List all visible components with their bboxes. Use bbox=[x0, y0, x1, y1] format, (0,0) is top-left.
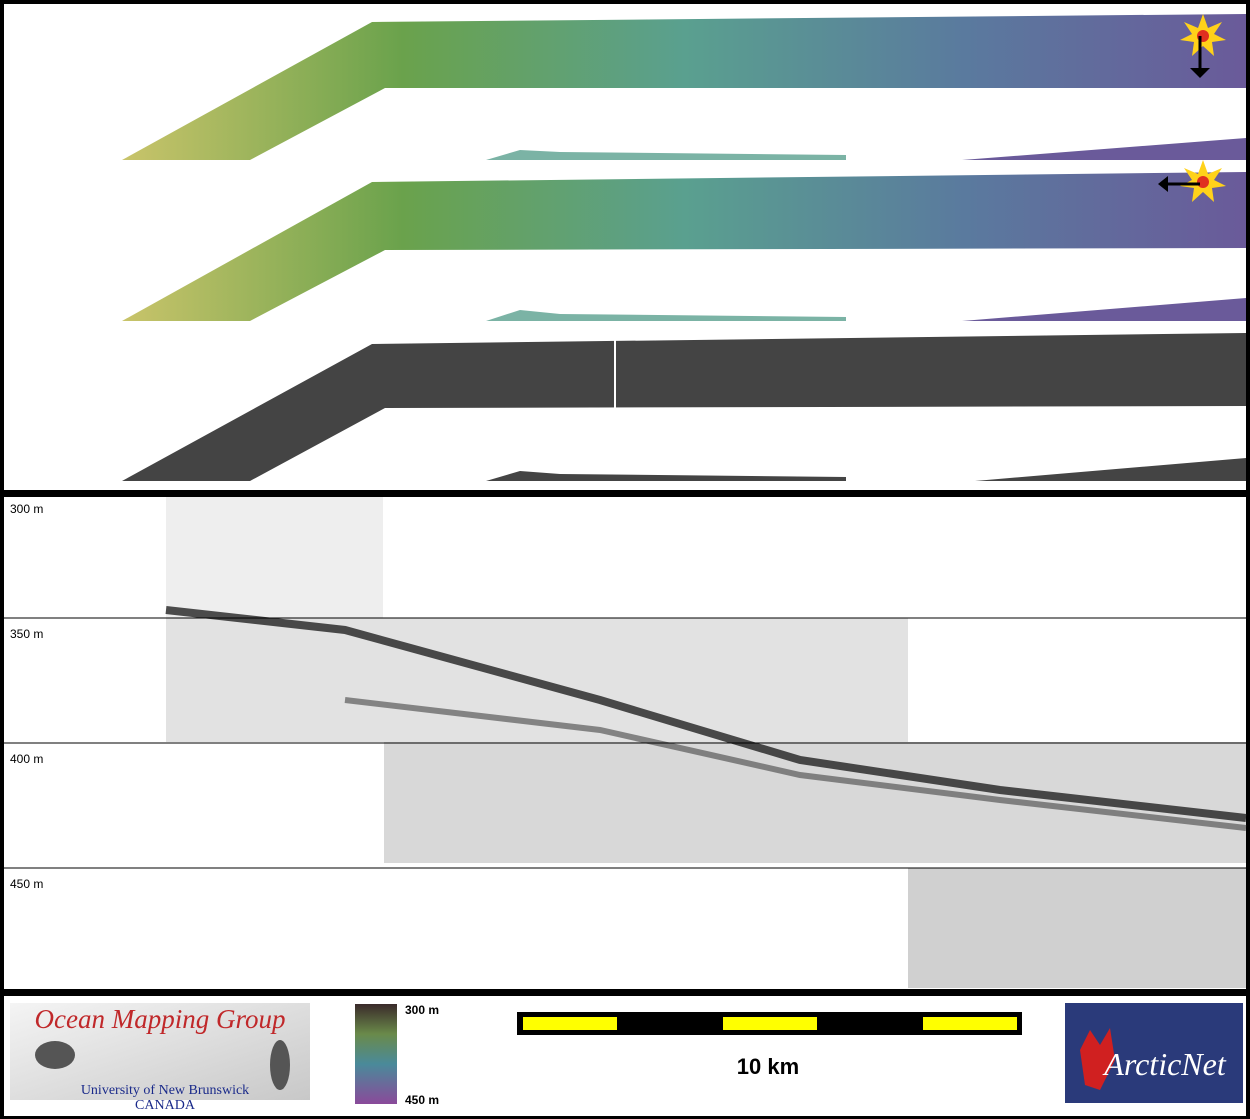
swath-fragment bbox=[975, 458, 1246, 481]
seafloor-reflector bbox=[165, 606, 1247, 822]
subsurface-reflector bbox=[344, 697, 1247, 831]
sun-icon bbox=[1180, 14, 1226, 78]
logo-country: CANADA bbox=[135, 1098, 196, 1113]
swath-fragment bbox=[962, 138, 1246, 160]
swath-fragment bbox=[962, 298, 1246, 321]
swath-bathymetry bbox=[122, 14, 1246, 160]
scale-bar-label: 10 km bbox=[737, 1054, 799, 1079]
swath-fragment bbox=[486, 471, 846, 481]
color-scale-bottom: 450 m bbox=[405, 1093, 439, 1107]
scale-bar bbox=[517, 1012, 1022, 1035]
logo-image bbox=[270, 1040, 290, 1090]
swath-bathymetry bbox=[122, 172, 1246, 321]
depth-label: 450 m bbox=[10, 877, 43, 891]
profile-segment bbox=[908, 868, 1246, 988]
logo-title: Ocean Mapping Group bbox=[35, 1004, 286, 1034]
arcticnet-text: ArcticNet bbox=[1102, 1046, 1227, 1082]
depth-label: 400 m bbox=[10, 752, 43, 766]
depth-grid bbox=[4, 617, 1246, 869]
sun-icon bbox=[1158, 160, 1226, 202]
logo-image bbox=[35, 1041, 75, 1069]
swath-backscatter bbox=[122, 333, 1246, 481]
swath-fragment bbox=[486, 310, 846, 321]
depth-label: 300 m bbox=[10, 502, 43, 516]
maple-leaf bbox=[1080, 1028, 1115, 1090]
color-scale bbox=[355, 1004, 397, 1104]
depth-label: 350 m bbox=[10, 627, 43, 641]
swath-fragment bbox=[486, 150, 846, 160]
logo-institution: University of New Brunswick bbox=[81, 1083, 249, 1098]
color-scale-top: 300 m bbox=[405, 1003, 439, 1017]
profile-segment bbox=[166, 497, 383, 618]
